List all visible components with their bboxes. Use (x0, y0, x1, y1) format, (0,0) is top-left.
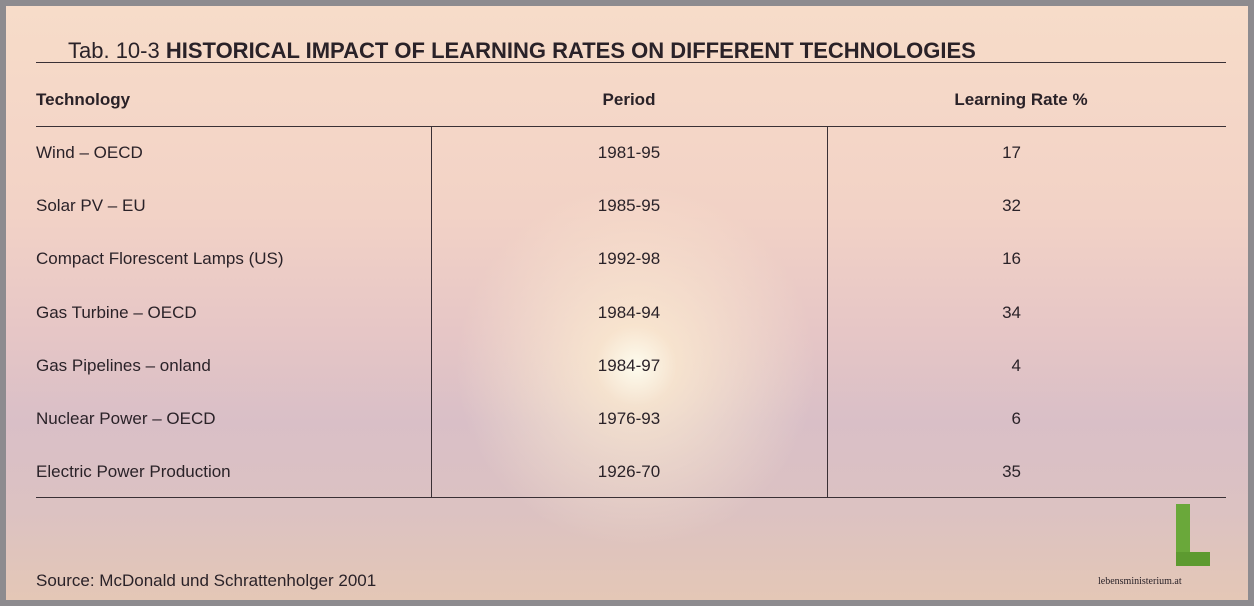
cell: Gas Pipelines – onland (36, 356, 211, 376)
table-title: HISTORICAL IMPACT OF LEARNING RATES ON D… (166, 38, 976, 63)
cell: 35 (1002, 462, 1021, 482)
table-label: Tab. 10-3 (68, 38, 160, 63)
cell: 1984-97 (598, 356, 660, 376)
column-divider (827, 126, 828, 497)
column-header: Learning Rate % (954, 90, 1087, 110)
source: Source: McDonald und Schrattenholger 200… (36, 571, 376, 591)
title: Tab. 10-3 HISTORICAL IMPACT OF LEARNING … (68, 38, 976, 64)
cell: 1981-95 (598, 143, 660, 163)
cell: Solar PV – EU (36, 196, 146, 216)
cell: 1992-98 (598, 249, 660, 269)
cell: 1926-70 (598, 462, 660, 482)
header-rule (36, 126, 1226, 127)
cell: 1976-93 (598, 409, 660, 429)
column-header: Technology (36, 90, 130, 110)
bottom-rule (36, 497, 1226, 498)
cell: 34 (1002, 303, 1021, 323)
cell: 32 (1002, 196, 1021, 216)
cell: 16 (1002, 249, 1021, 269)
cell: 6 (1012, 409, 1021, 429)
cell: 17 (1002, 143, 1021, 163)
page: Tab. 10-3 HISTORICAL IMPACT OF LEARNING … (0, 0, 1254, 606)
cell: 4 (1012, 356, 1021, 376)
cell: Gas Turbine – OECD (36, 303, 197, 323)
cell: Wind – OECD (36, 143, 143, 163)
cell: 1985-95 (598, 196, 660, 216)
logo-mark (1170, 504, 1210, 572)
cell: 1984-94 (598, 303, 660, 323)
logo-text: lebensministerium.at (1098, 576, 1182, 587)
cell: Compact Florescent Lamps (US) (36, 249, 284, 269)
cell: Nuclear Power – OECD (36, 409, 216, 429)
column-header: Period (603, 90, 656, 110)
cell: Electric Power Production (36, 462, 231, 482)
title-rule (36, 62, 1226, 63)
column-divider (431, 126, 432, 497)
